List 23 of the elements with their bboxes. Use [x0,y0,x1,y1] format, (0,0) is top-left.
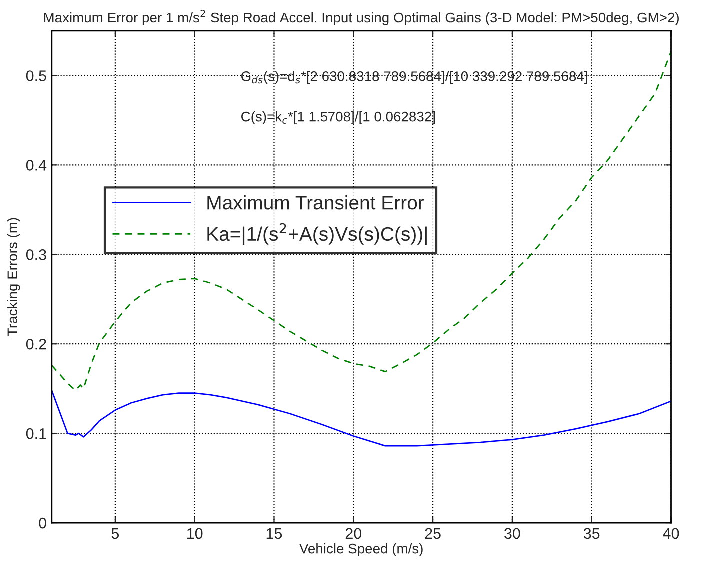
line-series [52,50,672,392]
line-series [52,390,672,447]
x-tick-label: 35 [584,528,600,540]
y-tick-label: 0.3 [26,249,46,260]
y-axis-title: Tracking Errors (m) [7,218,20,336]
x-tick-label: 25 [425,528,441,540]
y-tick-label: 0 [39,518,46,529]
chart-title: Maximum Error per 1 m/s$^{2}$ Step Road Accel. Input using Optimal Gains (3-D Model: PM>50deg, GM>2) [44,10,679,26]
annotation: G$_{ds}$(s)=d$_{s}$*[2 630.8318 789.5684]/[10 339.292 789.5684] [242,71,588,84]
x-tick-label: 20 [346,528,362,540]
y-tick-label: 0.5 [26,70,46,82]
y-tick-label: 0.4 [26,160,47,171]
annotation: C(s)=k$_{c}$*[1 1.5708]/[1 0.062832] [242,112,435,124]
legend-label: Maximum Transient Error [208,196,424,210]
x-tick-label: 30 [504,528,520,540]
x-tick-label: 40 [663,528,680,540]
x-tick-label: 15 [266,528,282,540]
y-tick-label: 0.2 [26,338,46,350]
x-axis-title: Vehicle Speed (m/s) [300,544,423,556]
legend-label: Ka=|1/(s$^{2}$+A(s)Vs(s)C(s))| [208,223,427,246]
x-tick-label: 10 [188,528,203,540]
y-tick-label: 0.1 [26,428,46,440]
x-tick-label: 5 [112,528,120,540]
